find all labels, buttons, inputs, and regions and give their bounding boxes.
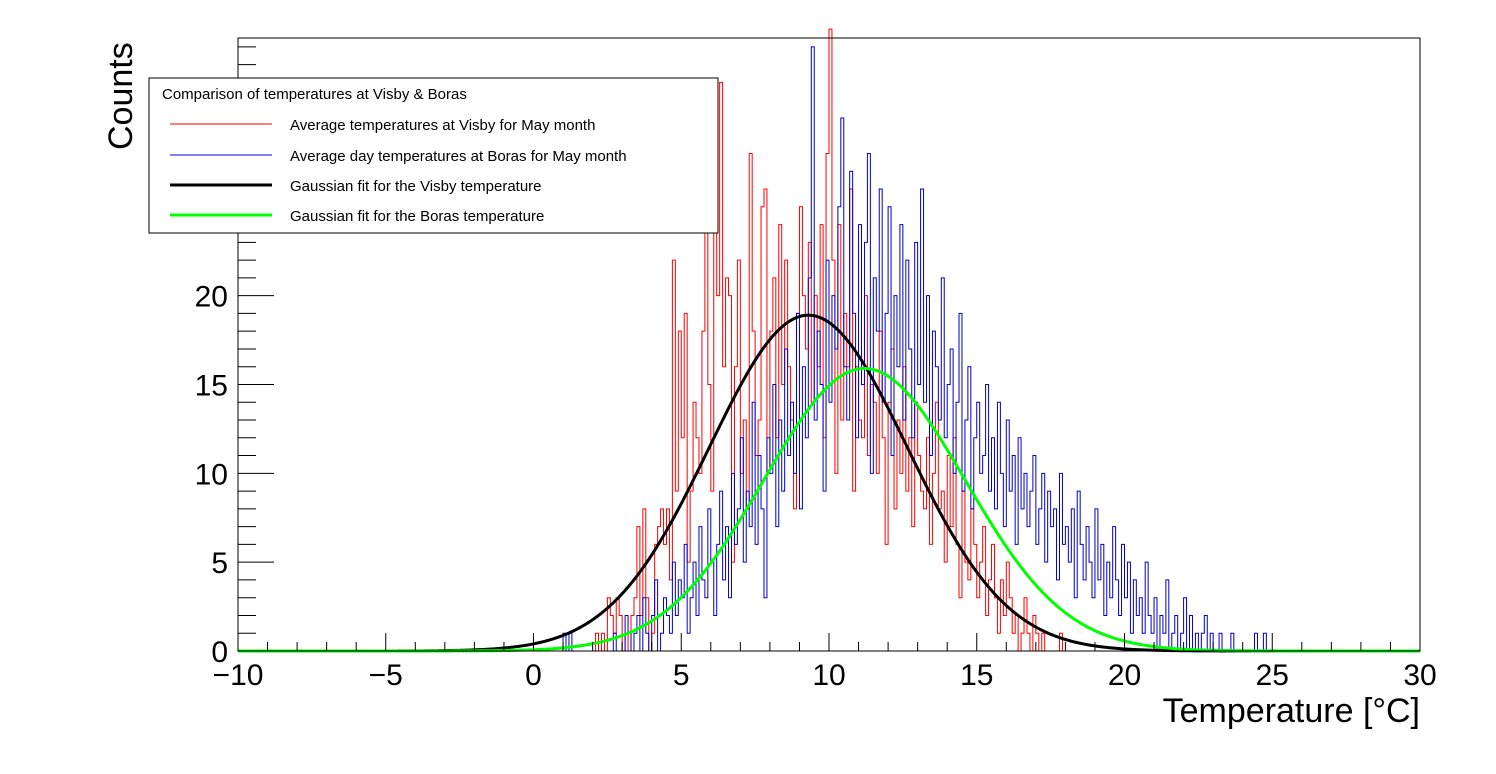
x-tick-label: 10 [812,659,845,692]
x-axis-title: Temperature [°C] [1163,692,1420,730]
legend: Comparison of temperatures at Visby & Bo… [148,77,719,234]
legend-entry-boras-fit: Gaussian fit for the Boras temperature [290,208,544,225]
legend-title: Comparison of temperatures at Visby & Bo… [162,86,467,103]
legend-entry-visby: Average temperatures at Visby for May mo… [290,117,595,134]
x-tick-label: 30 [1403,659,1436,692]
x-tick-label: 25 [1256,659,1289,692]
x-tick-label: −10 [213,659,264,692]
legend-entry-visby-fit: Gaussian fit for the Visby temperature [290,178,542,195]
y-tick-label: 0 [211,636,228,669]
y-axis-tick-labels: 0 5 10 15 20 [195,281,228,669]
x-axis-tick-labels: −10 −5 0 5 10 15 20 25 30 [213,659,1437,692]
y-tick-label: 20 [195,281,228,314]
y-tick-label: 15 [195,369,228,402]
y-axis-title: Counts [102,42,140,150]
x-tick-label: 5 [673,659,690,692]
series-3-fit-curve [238,366,1420,653]
x-tick-label: 0 [525,659,542,692]
legend-entry-boras: Average day temperatures at Boras for Ma… [290,148,627,165]
x-tick-label: −5 [369,659,403,692]
series-1-histogram [562,46,1282,652]
y-tick-label: 5 [211,547,228,580]
x-tick-label: 15 [960,659,993,692]
series-0-histogram [580,28,1072,652]
x-axis-ticks [237,633,1421,651]
y-tick-label: 10 [195,458,228,491]
x-tick-label: 20 [1108,659,1141,692]
